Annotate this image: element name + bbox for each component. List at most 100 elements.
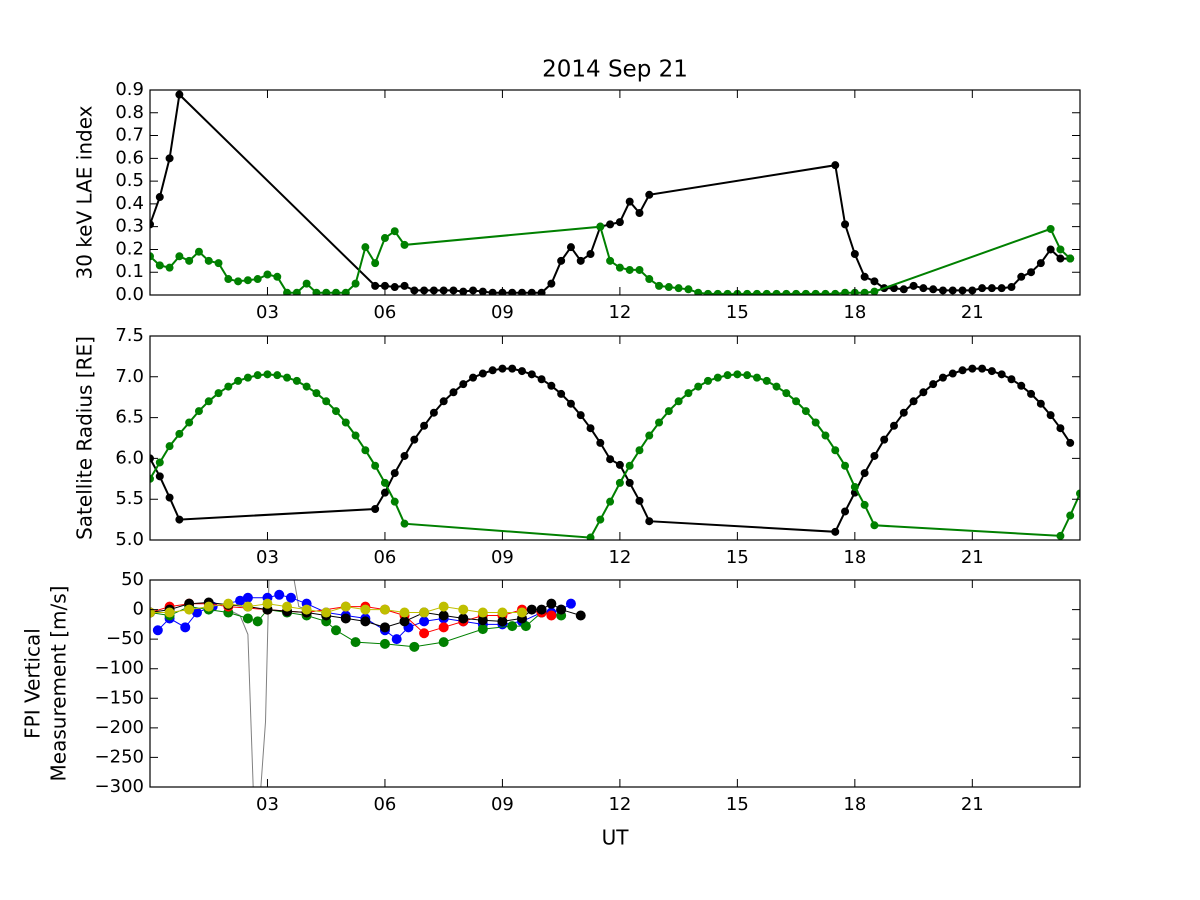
data-point — [390, 283, 399, 292]
data-point — [458, 604, 469, 615]
data-point — [606, 455, 615, 464]
data-point — [165, 154, 174, 163]
data-point — [292, 288, 301, 295]
data-point — [615, 460, 624, 469]
data-point — [909, 397, 918, 406]
data-point — [194, 247, 203, 256]
data-point — [379, 622, 390, 633]
data-point — [1007, 283, 1016, 292]
data-point — [399, 616, 410, 627]
data-point — [292, 376, 301, 385]
data-point — [899, 408, 908, 417]
data-point — [203, 601, 214, 612]
y-tick-label: −250 — [95, 746, 144, 767]
data-point — [997, 284, 1006, 293]
data-point — [645, 431, 654, 440]
x-tick-label: 03 — [256, 302, 279, 323]
data-point — [1027, 389, 1036, 398]
data-point — [312, 288, 321, 295]
data-point — [655, 418, 664, 427]
data-point — [606, 256, 615, 265]
data-point — [782, 389, 791, 398]
data-point — [360, 604, 371, 615]
data-point — [615, 218, 624, 227]
x-tick-label: 06 — [373, 794, 396, 815]
data-point — [497, 607, 508, 618]
data-point — [556, 604, 567, 615]
data-point — [243, 373, 252, 382]
data-point — [520, 621, 531, 632]
data-point — [340, 601, 351, 612]
y-tick-label: 0.7 — [115, 125, 144, 146]
plot-area — [150, 90, 1075, 295]
data-point — [165, 263, 174, 272]
data-point — [400, 240, 409, 249]
data-point — [909, 281, 918, 290]
data-point — [332, 288, 340, 295]
data-point — [180, 622, 191, 633]
data-point — [204, 256, 213, 265]
data-point — [919, 388, 928, 397]
data-point — [880, 435, 889, 444]
data-point — [537, 288, 546, 295]
data-point — [234, 376, 243, 385]
chart-title: 2014 Sep 21 — [542, 57, 688, 83]
data-point — [390, 469, 399, 478]
data-point — [547, 381, 556, 390]
data-point — [478, 369, 487, 378]
data-point — [224, 382, 233, 391]
data-point — [1046, 411, 1055, 420]
data-point — [439, 286, 448, 295]
data-point — [615, 478, 624, 487]
data-point — [635, 496, 644, 505]
data-point — [575, 610, 586, 621]
data-point — [165, 442, 174, 451]
data-point — [301, 604, 312, 615]
data-point — [438, 610, 449, 621]
x-tick-label: 18 — [843, 302, 866, 323]
data-point — [606, 497, 615, 506]
data-point — [958, 366, 967, 375]
series-line — [150, 92, 1071, 294]
data-point — [811, 289, 820, 295]
data-point — [164, 607, 175, 618]
y-tick-label: −200 — [95, 717, 144, 738]
data-point — [821, 289, 830, 295]
data-point — [379, 604, 390, 615]
data-point — [792, 397, 801, 406]
data-point — [615, 263, 624, 272]
x-tick-label: 06 — [373, 547, 396, 568]
plot-area — [150, 580, 586, 787]
data-point — [243, 276, 252, 285]
data-point — [150, 252, 154, 261]
data-point — [635, 265, 644, 274]
data-point — [596, 515, 605, 524]
data-point — [565, 598, 576, 609]
data-point — [723, 371, 732, 380]
data-point — [498, 364, 507, 373]
data-point — [459, 287, 468, 295]
data-point — [772, 289, 781, 295]
data-point — [175, 515, 184, 524]
data-point — [477, 624, 488, 635]
data-point — [831, 446, 840, 455]
data-point — [929, 380, 938, 389]
data-point — [987, 284, 996, 293]
data-point — [596, 438, 605, 447]
data-point — [713, 373, 722, 382]
data-point — [890, 421, 898, 430]
data-point — [371, 504, 380, 513]
data-point — [332, 407, 340, 416]
data-point — [351, 431, 360, 440]
data-point — [478, 287, 487, 295]
data-point — [860, 500, 869, 509]
x-tick-label: 15 — [726, 794, 749, 815]
y-tick-label: 0.4 — [115, 193, 144, 214]
data-point — [635, 446, 644, 455]
data-point — [419, 607, 430, 618]
data-point — [399, 607, 410, 618]
data-point — [938, 286, 947, 295]
data-point — [165, 493, 174, 502]
data-point — [340, 613, 351, 624]
data-point — [870, 277, 879, 286]
